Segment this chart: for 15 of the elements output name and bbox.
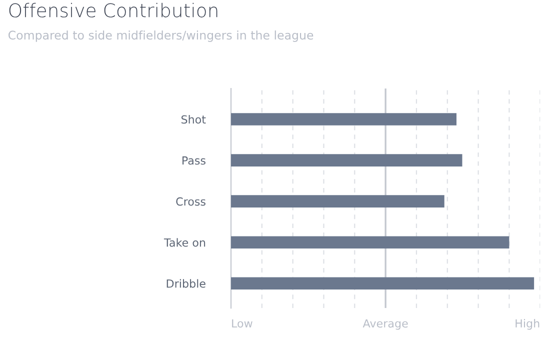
text: High [516,318,540,330]
bar [231,195,444,208]
bar [231,277,534,290]
y-tick-label: Dribble [166,279,206,288]
y-tick-label: Cross [176,197,206,206]
bar [231,154,462,166]
bar [231,113,456,126]
y-tick-label: Shot [181,115,206,124]
chart-subtitle: Compared to side midfielders/wingers in the league [8,30,314,42]
text: Low [232,319,252,328]
y-tick-label: Take on [164,238,206,247]
bar [231,236,510,249]
ref-line-label: Average [362,319,408,330]
y-tick-label: Pass [182,156,206,165]
chart-title: Offensive Contribution [9,2,218,18]
